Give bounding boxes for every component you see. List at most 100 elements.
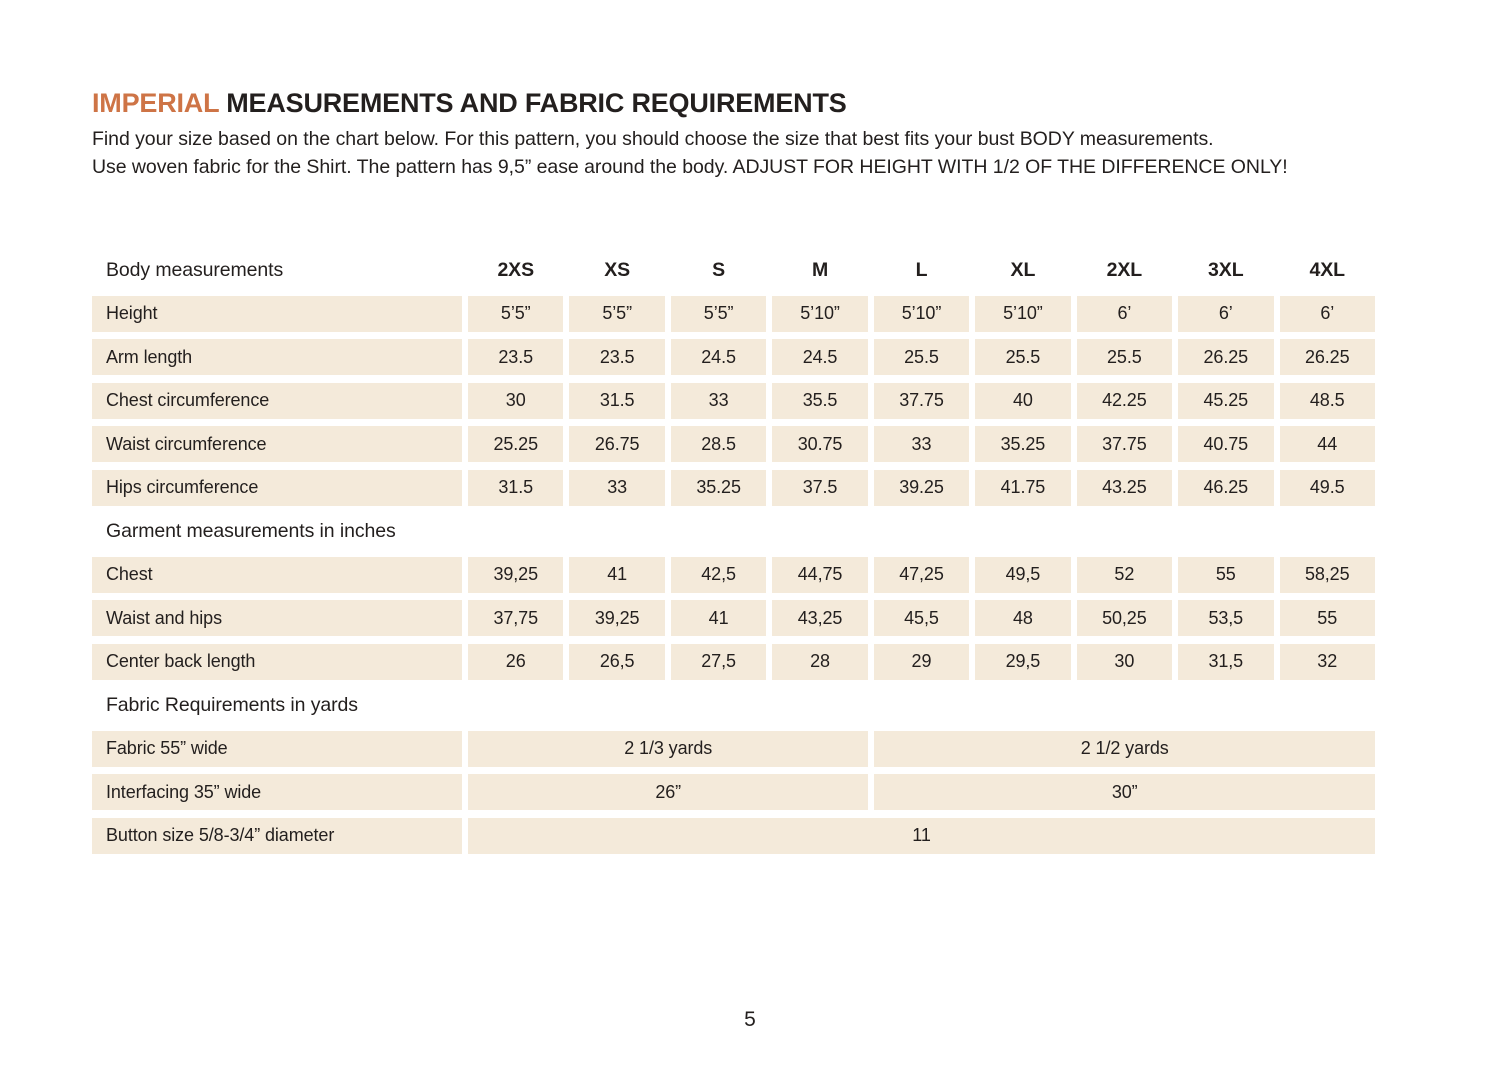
table-cell: 39,25 xyxy=(569,600,665,636)
table-cell: 39,25 xyxy=(468,556,564,593)
table-cell: 6’ xyxy=(1178,295,1274,332)
intro-line-1: Find your size based on the chart below.… xyxy=(92,128,1214,151)
table-cell: 6’ xyxy=(1279,295,1375,332)
page-title-accent: IMPERIAL xyxy=(92,88,219,118)
table-cell: 37,75 xyxy=(468,600,564,636)
row-label: Button size 5/8-3/4” diameter xyxy=(92,817,462,854)
table-cell: 5’10” xyxy=(975,295,1071,332)
table-cell: 49.5 xyxy=(1279,469,1375,506)
table-cell: 27,5 xyxy=(670,643,767,680)
table-cell: 31.5 xyxy=(569,382,665,419)
table-cell: 25.25 xyxy=(468,426,564,462)
size-header-xl: XL xyxy=(1010,258,1036,281)
table-cell-span-right: 2 1/2 yards xyxy=(874,730,1375,767)
table-cell: 25.5 xyxy=(975,339,1071,375)
table-cell: 37.5 xyxy=(772,469,868,506)
size-header-l: L xyxy=(915,258,928,281)
table-cell: 49,5 xyxy=(975,556,1071,593)
table-cell: 39.25 xyxy=(873,469,970,506)
page-title: IMPERIAL MEASUREMENTS AND FABRIC REQUIRE… xyxy=(92,88,1392,119)
table-cell: 55 xyxy=(1279,600,1375,636)
table-cell: 35.25 xyxy=(975,426,1071,462)
table-row: Chest circumference 30 31.5 33 35.5 37.7… xyxy=(92,382,1375,419)
size-header-m: M xyxy=(811,258,829,281)
table-cell: 35.25 xyxy=(670,469,767,506)
size-chart-table: Body measurements 2XS XS S M L XL 2XL 3X… xyxy=(92,252,1375,861)
table-cell: 50,25 xyxy=(1076,600,1173,636)
table-cell-span-left: 26” xyxy=(468,774,869,810)
size-header-3xl: 3XL xyxy=(1208,258,1244,281)
table-row: Fabric 55” wide 2 1/3 yards 2 1/2 yards xyxy=(92,730,1375,767)
row-label: Interfacing 35” wide xyxy=(92,774,462,810)
table-cell: 31.5 xyxy=(468,469,564,506)
table-row: Waist circumference 25.25 26.75 28.5 30.… xyxy=(92,426,1375,462)
table-cell: 32 xyxy=(1279,643,1375,680)
page-number: 5 xyxy=(744,1008,756,1031)
table-row: Hips circumference 31.5 33 35.25 37.5 39… xyxy=(92,469,1375,506)
table-cell: 40.75 xyxy=(1178,426,1274,462)
row-label: Fabric 55” wide xyxy=(92,730,462,767)
table-cell: 37.75 xyxy=(1076,426,1173,462)
table-row: Center back length 26 26,5 27,5 28 29 29… xyxy=(92,643,1375,680)
intro-line-2: Use woven fabric for the Shirt. The patt… xyxy=(92,156,1288,179)
garment-section-label: Garment measurements in inches xyxy=(106,519,396,542)
table-cell: 5’5” xyxy=(670,295,767,332)
table-cell: 58,25 xyxy=(1279,556,1375,593)
table-cell: 41 xyxy=(670,600,767,636)
page-title-rest: MEASUREMENTS AND FABRIC REQUIREMENTS xyxy=(226,88,847,118)
table-cell: 48.5 xyxy=(1279,382,1375,419)
table-cell: 30.75 xyxy=(772,426,868,462)
fabric-section-label: Fabric Requirements in yards xyxy=(106,693,358,716)
table-row: Arm length 23.5 23.5 24.5 24.5 25.5 25.5… xyxy=(92,339,1375,375)
fabric-section-heading-row: Fabric Requirements in yards xyxy=(92,687,1375,723)
table-cell: 25.5 xyxy=(1076,339,1173,375)
row-label: Waist circumference xyxy=(92,426,462,462)
table-cell: 42.25 xyxy=(1076,382,1173,419)
table-cell: 33 xyxy=(670,382,767,419)
table-cell: 33 xyxy=(569,469,665,506)
table-cell: 45,5 xyxy=(873,600,970,636)
table-cell: 5’10” xyxy=(772,295,868,332)
table-cell: 53,5 xyxy=(1178,600,1274,636)
table-cell: 44 xyxy=(1279,426,1375,462)
table-cell: 26,5 xyxy=(569,643,665,680)
table-cell: 24.5 xyxy=(772,339,868,375)
garment-section-heading-row: Garment measurements in inches xyxy=(92,513,1375,549)
table-cell: 28.5 xyxy=(670,426,767,462)
table-cell: 5’10” xyxy=(873,295,970,332)
size-header-4xl: 4XL xyxy=(1309,258,1345,281)
table-cell: 23.5 xyxy=(569,339,665,375)
table-cell: 40 xyxy=(975,382,1071,419)
table-cell: 45.25 xyxy=(1178,382,1274,419)
table-cell: 26.25 xyxy=(1178,339,1274,375)
table-cell: 6’ xyxy=(1076,295,1173,332)
table-cell: 46.25 xyxy=(1178,469,1274,506)
table-cell: 30 xyxy=(1076,643,1173,680)
table-cell: 29 xyxy=(873,643,970,680)
table-header-label: Body measurements xyxy=(106,258,284,281)
row-label: Height xyxy=(92,295,462,332)
table-cell-span-right: 30” xyxy=(874,774,1375,810)
table-cell-span-full: 11 xyxy=(468,817,1375,854)
size-header-2xl: 2XL xyxy=(1106,258,1143,281)
table-cell: 26.25 xyxy=(1279,339,1375,375)
table-cell: 52 xyxy=(1076,556,1173,593)
row-label: Center back length xyxy=(92,643,462,680)
table-row: Waist and hips 37,75 39,25 41 43,25 45,5… xyxy=(92,600,1375,636)
table-cell: 5’5” xyxy=(468,295,564,332)
table-cell: 43.25 xyxy=(1076,469,1173,506)
table-cell: 41 xyxy=(569,556,665,593)
table-cell: 55 xyxy=(1178,556,1274,593)
table-cell: 37.75 xyxy=(873,382,970,419)
table-cell: 30 xyxy=(468,382,564,419)
table-cell: 26.75 xyxy=(569,426,665,462)
table-header-row: Body measurements 2XS XS S M L XL 2XL 3X… xyxy=(92,252,1375,288)
table-cell: 26 xyxy=(468,643,564,680)
table-cell: 33 xyxy=(873,426,970,462)
row-label: Hips circumference xyxy=(92,469,462,506)
table-cell: 42,5 xyxy=(670,556,767,593)
table-cell: 28 xyxy=(772,643,868,680)
size-header-s: S xyxy=(712,258,726,281)
table-cell: 48 xyxy=(975,600,1071,636)
